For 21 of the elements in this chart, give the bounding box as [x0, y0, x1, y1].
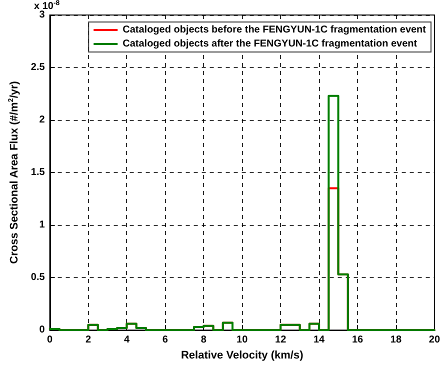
- y-tick-label: 2: [39, 114, 46, 126]
- x-axis-title: Relative Velocity (km/s): [180, 350, 304, 362]
- y-tick-label: 2.5: [30, 62, 46, 74]
- x-tick-label: 16: [352, 334, 364, 346]
- x-tick-label: 14: [313, 334, 326, 346]
- x-tick-label: 10: [236, 334, 248, 346]
- x-tick-label: 20: [428, 334, 440, 346]
- legend-label: Cataloged objects after the FENGYUN-1C fragmentation event: [122, 38, 418, 50]
- x-tick-label: 6: [162, 334, 168, 346]
- x-tick-label: 4: [124, 334, 130, 346]
- x-tick-label: 0: [47, 334, 54, 346]
- y-tick-label: 1: [39, 220, 46, 231]
- legend-label: Cataloged objects before the FENGYUN-1C fragmentation event: [122, 24, 427, 36]
- x-tick-label: 12: [275, 334, 287, 346]
- y-tick-label: 0.5: [30, 272, 46, 284]
- x-tick-label: 2: [85, 334, 92, 346]
- y-tick-label: 0: [39, 324, 46, 336]
- x-tick-label: 8: [200, 334, 207, 346]
- y-tick-label: 1.5: [30, 167, 46, 178]
- x-tick-label: 18: [390, 334, 402, 346]
- y-tick-label: 3: [39, 10, 46, 20]
